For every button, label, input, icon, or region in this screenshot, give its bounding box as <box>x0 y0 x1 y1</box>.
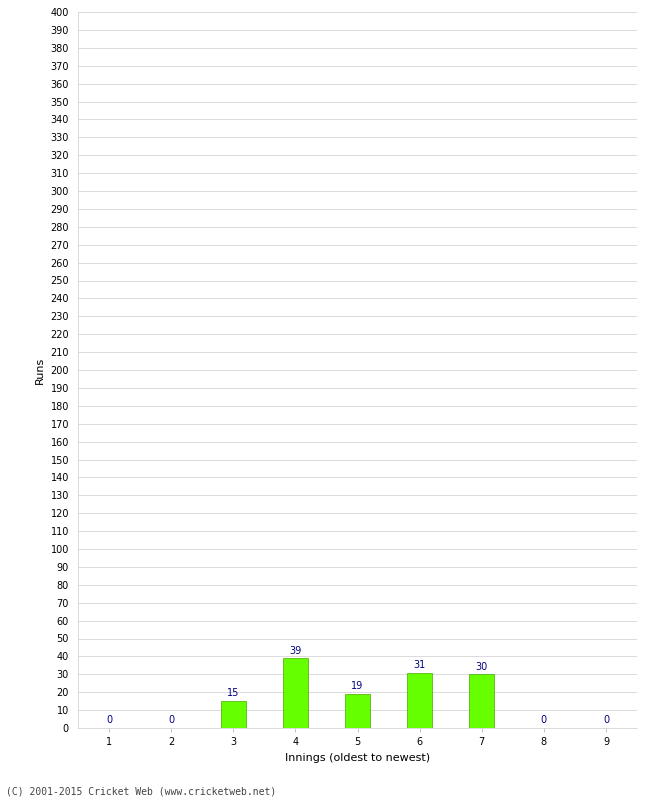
Bar <box>221 701 246 728</box>
Text: 39: 39 <box>289 646 302 655</box>
Text: 0: 0 <box>106 715 112 726</box>
Text: 31: 31 <box>413 660 426 670</box>
Bar <box>283 658 308 728</box>
Bar <box>469 674 494 728</box>
Bar <box>407 673 432 728</box>
Y-axis label: Runs: Runs <box>35 356 45 384</box>
X-axis label: Innings (oldest to newest): Innings (oldest to newest) <box>285 753 430 762</box>
Text: 19: 19 <box>352 682 363 691</box>
Bar <box>345 694 370 728</box>
Text: 15: 15 <box>227 689 239 698</box>
Text: 0: 0 <box>541 715 547 726</box>
Text: (C) 2001-2015 Cricket Web (www.cricketweb.net): (C) 2001-2015 Cricket Web (www.cricketwe… <box>6 786 277 796</box>
Text: 0: 0 <box>603 715 609 726</box>
Text: 30: 30 <box>476 662 488 672</box>
Text: 0: 0 <box>168 715 174 726</box>
